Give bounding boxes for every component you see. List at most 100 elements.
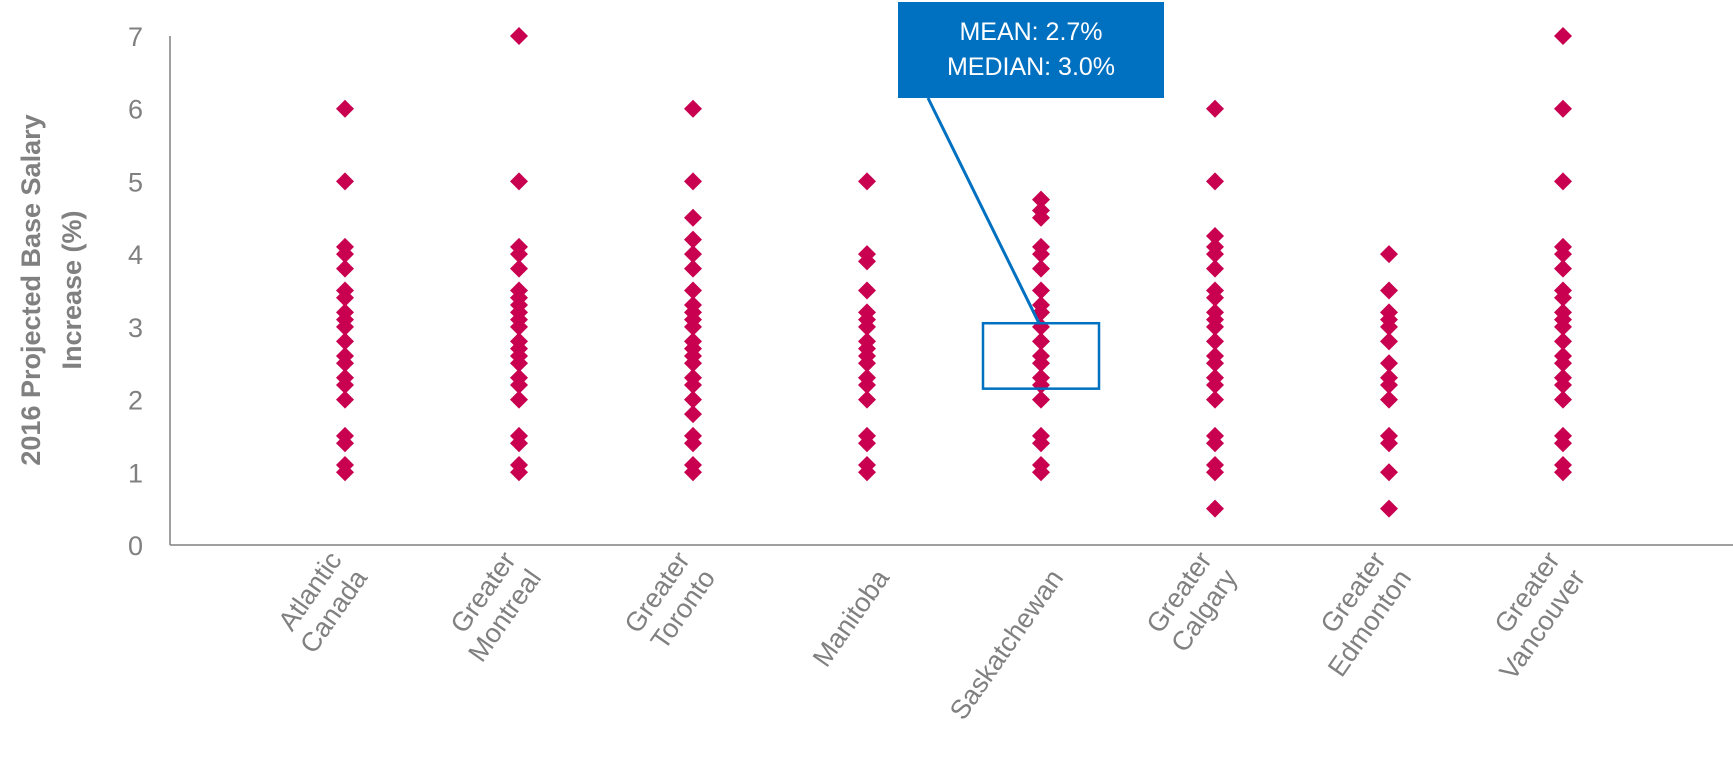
data-point [1206, 390, 1224, 409]
data-point [336, 259, 354, 278]
data-point [858, 303, 876, 322]
category-label: Saskatchewan [944, 564, 1069, 725]
data-point [858, 172, 876, 191]
data-point [684, 332, 702, 351]
highlight-box [981, 321, 1101, 390]
data-point [1206, 332, 1224, 351]
data-point [336, 303, 354, 322]
y-axis-title-line: 2016 Projected Base Salary [16, 114, 46, 465]
data-point [1554, 456, 1572, 475]
callout-text-line: MEAN: 2.7% [959, 18, 1102, 46]
data-point [858, 426, 876, 445]
data-point [684, 259, 702, 278]
data-point [1206, 346, 1224, 365]
data-point [1554, 390, 1572, 409]
data-point [684, 208, 702, 227]
data-point [1206, 172, 1224, 191]
callout-text-line: MEDIAN: 3.0% [947, 53, 1115, 81]
data-point [1554, 368, 1572, 387]
data-point [1206, 368, 1224, 387]
y-axis-label: 2016 Projected Base Salary Increase (%) [16, 114, 87, 465]
category-label-line: Saskatchewan [944, 564, 1069, 725]
data-point [1554, 27, 1572, 45]
data-point [1554, 426, 1572, 445]
data-point [336, 368, 354, 387]
data-point [1554, 172, 1572, 191]
data-point [336, 172, 354, 191]
y-tick-label: 6 [128, 95, 143, 125]
data-point [684, 99, 702, 118]
data-point [336, 281, 354, 300]
category-label-line: Manitoba [807, 563, 896, 672]
data-point [336, 237, 354, 256]
data-point [1380, 245, 1398, 264]
data-point [1206, 259, 1224, 278]
data-point [1380, 354, 1398, 373]
data-point [1032, 237, 1050, 256]
data-point [1380, 281, 1398, 300]
data-point [1032, 390, 1050, 409]
data-point [1206, 426, 1224, 445]
data-point [858, 332, 876, 351]
data-point [684, 405, 702, 424]
data-point [1032, 426, 1050, 445]
data-point [510, 332, 528, 351]
data-point [1206, 499, 1224, 518]
y-tick-label: 7 [128, 22, 143, 52]
data-point [858, 390, 876, 409]
axes [169, 36, 1733, 546]
mean-median-callout: MEAN: 2.7% MEDIAN: 3.0% [898, 2, 1164, 324]
data-point [1206, 237, 1224, 256]
data-point [684, 368, 702, 387]
data-point [336, 390, 354, 409]
data-point [510, 368, 528, 387]
data-point [1032, 332, 1050, 351]
data-point [684, 172, 702, 191]
data-point [336, 99, 354, 118]
data-point [510, 456, 528, 475]
data-point [510, 172, 528, 191]
data-point [1206, 99, 1224, 118]
y-axis-ticks: 0 1 2 3 4 5 6 7 [128, 22, 143, 561]
data-point [1554, 303, 1572, 322]
data-point [1554, 332, 1572, 351]
data-point [1206, 303, 1224, 322]
category-label: Manitoba [807, 563, 896, 672]
data-point [1206, 456, 1224, 475]
y-axis-title-line: Increase (%) [57, 210, 87, 369]
data-point [510, 426, 528, 445]
data-point [1032, 346, 1050, 365]
data-point [336, 332, 354, 351]
data-points [336, 27, 1572, 518]
data-point [858, 245, 876, 264]
data-point [1032, 368, 1050, 387]
data-point [1032, 190, 1050, 209]
data-point [858, 368, 876, 387]
data-point [1554, 346, 1572, 365]
y-tick-label: 5 [128, 167, 143, 197]
callout-pointer [926, 97, 1041, 324]
data-point [1380, 390, 1398, 409]
data-point [1380, 332, 1398, 351]
data-point [510, 27, 528, 45]
data-point [858, 456, 876, 475]
data-point [684, 281, 702, 300]
y-tick-label: 2 [128, 386, 143, 416]
data-point [1380, 303, 1398, 322]
data-point [684, 456, 702, 475]
data-point [1032, 201, 1050, 220]
data-point [1554, 99, 1572, 118]
data-point [684, 426, 702, 445]
data-point [1380, 499, 1398, 518]
data-point [1206, 281, 1224, 300]
data-point [684, 230, 702, 249]
data-point [1032, 296, 1050, 315]
highlight-rect [981, 321, 1101, 390]
